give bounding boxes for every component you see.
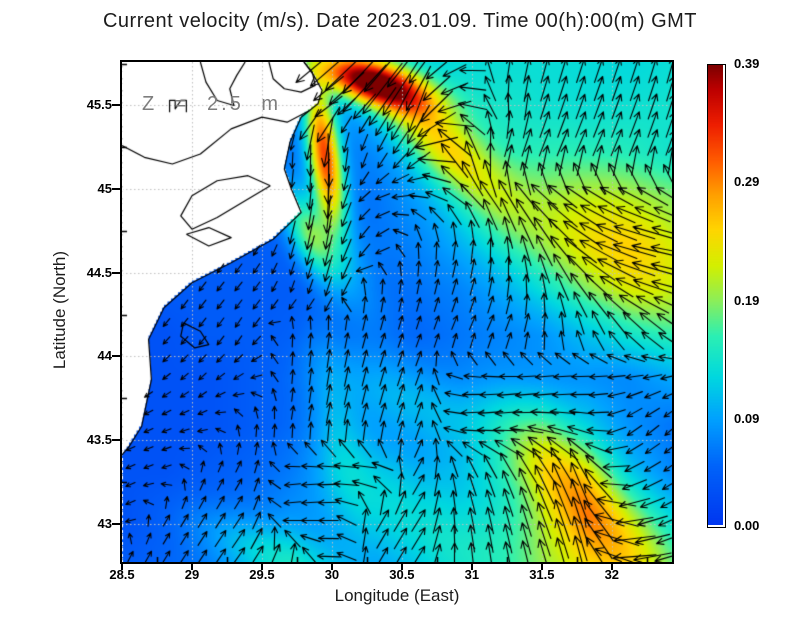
x-tick-mark	[330, 564, 333, 570]
y-tick-label: 43.5	[86, 431, 112, 447]
y-tick-label: 43	[97, 515, 112, 531]
y-tick-mark	[112, 104, 120, 107]
x-tick-label: 30	[324, 567, 340, 582]
x-tick-label: 31	[464, 567, 480, 582]
x-tick-mark	[190, 564, 193, 570]
x-tick-label: 28.5	[109, 567, 135, 582]
x-tick-mark	[470, 564, 473, 570]
y-tick-label: 44.5	[86, 264, 112, 280]
x-tick-mark	[260, 564, 263, 570]
y-tick-label: 45.5	[86, 97, 112, 113]
y-tick-mark	[112, 438, 120, 441]
y-tick-label: 45	[97, 181, 112, 197]
x-tick-label: 30.5	[389, 567, 415, 582]
x-tick-label: 29.5	[249, 567, 275, 582]
x-axis-title: Longitude (East)	[334, 586, 460, 605]
x-tick-mark	[400, 564, 403, 570]
colorbar-tick-label: 0.29	[734, 174, 760, 190]
colorbar-tick-label: 0.39	[734, 56, 760, 71]
x-tick-mark	[121, 564, 123, 570]
x-tick-label: 29	[184, 567, 200, 582]
y-tick-mark	[112, 271, 120, 274]
y-tick-mark	[112, 188, 120, 191]
velocity-field-canvas	[122, 62, 672, 562]
colorbar-canvas	[708, 65, 723, 525]
y-axis-title: Latitude (North)	[50, 250, 69, 370]
figure-title: Current velocity (m/s). Date 2023.01.09.…	[102, 10, 697, 32]
x-tick-mark	[610, 564, 613, 570]
y-tick-label: 44	[97, 348, 112, 364]
y-tick-mark	[112, 522, 120, 525]
colorbar-tick-label: 0.00	[734, 518, 760, 533]
colorbar-tick-label: 0.09	[734, 411, 760, 427]
x-tick-label: 31.5	[529, 567, 555, 582]
y-tick-mark	[112, 355, 120, 358]
plot-frame	[120, 60, 674, 564]
colorbar-tick-label: 0.19	[734, 292, 760, 308]
x-tick-label: 32	[604, 567, 620, 582]
depth-annotation: Z = 2.5 m	[142, 93, 282, 115]
x-tick-mark	[540, 564, 543, 570]
colorbar	[707, 64, 726, 528]
